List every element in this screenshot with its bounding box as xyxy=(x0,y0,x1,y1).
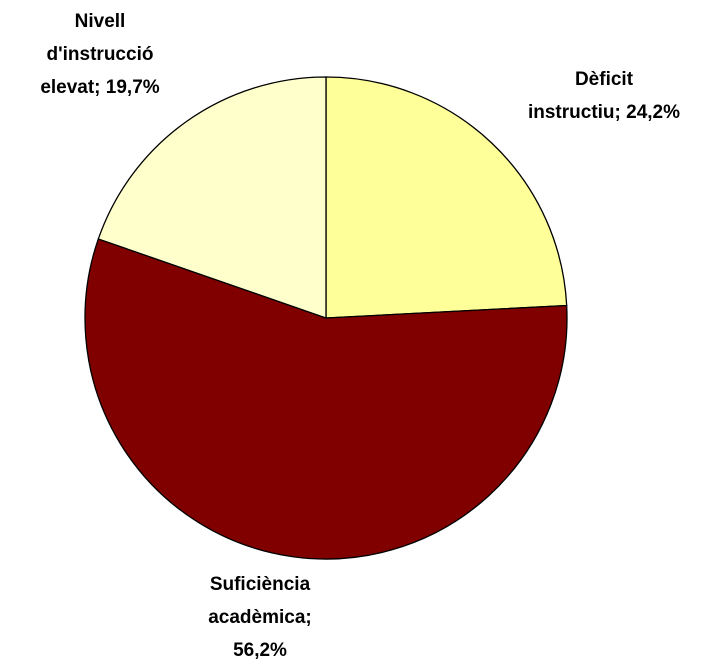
data-label: Suficiència xyxy=(210,574,311,595)
pie-slice xyxy=(84,238,568,560)
pie-slice xyxy=(97,76,327,319)
data-label: d'instrucció xyxy=(47,44,154,65)
data-label: Dèficit xyxy=(575,69,634,90)
data-label: Nivell xyxy=(75,11,126,32)
data-label: acadèmica; xyxy=(208,607,312,628)
data-label: elevat; 19,7% xyxy=(40,77,159,98)
data-label: 56,2% xyxy=(233,640,287,661)
pie-slice xyxy=(325,76,568,319)
data-label: instructiu; 24,2% xyxy=(528,102,680,123)
